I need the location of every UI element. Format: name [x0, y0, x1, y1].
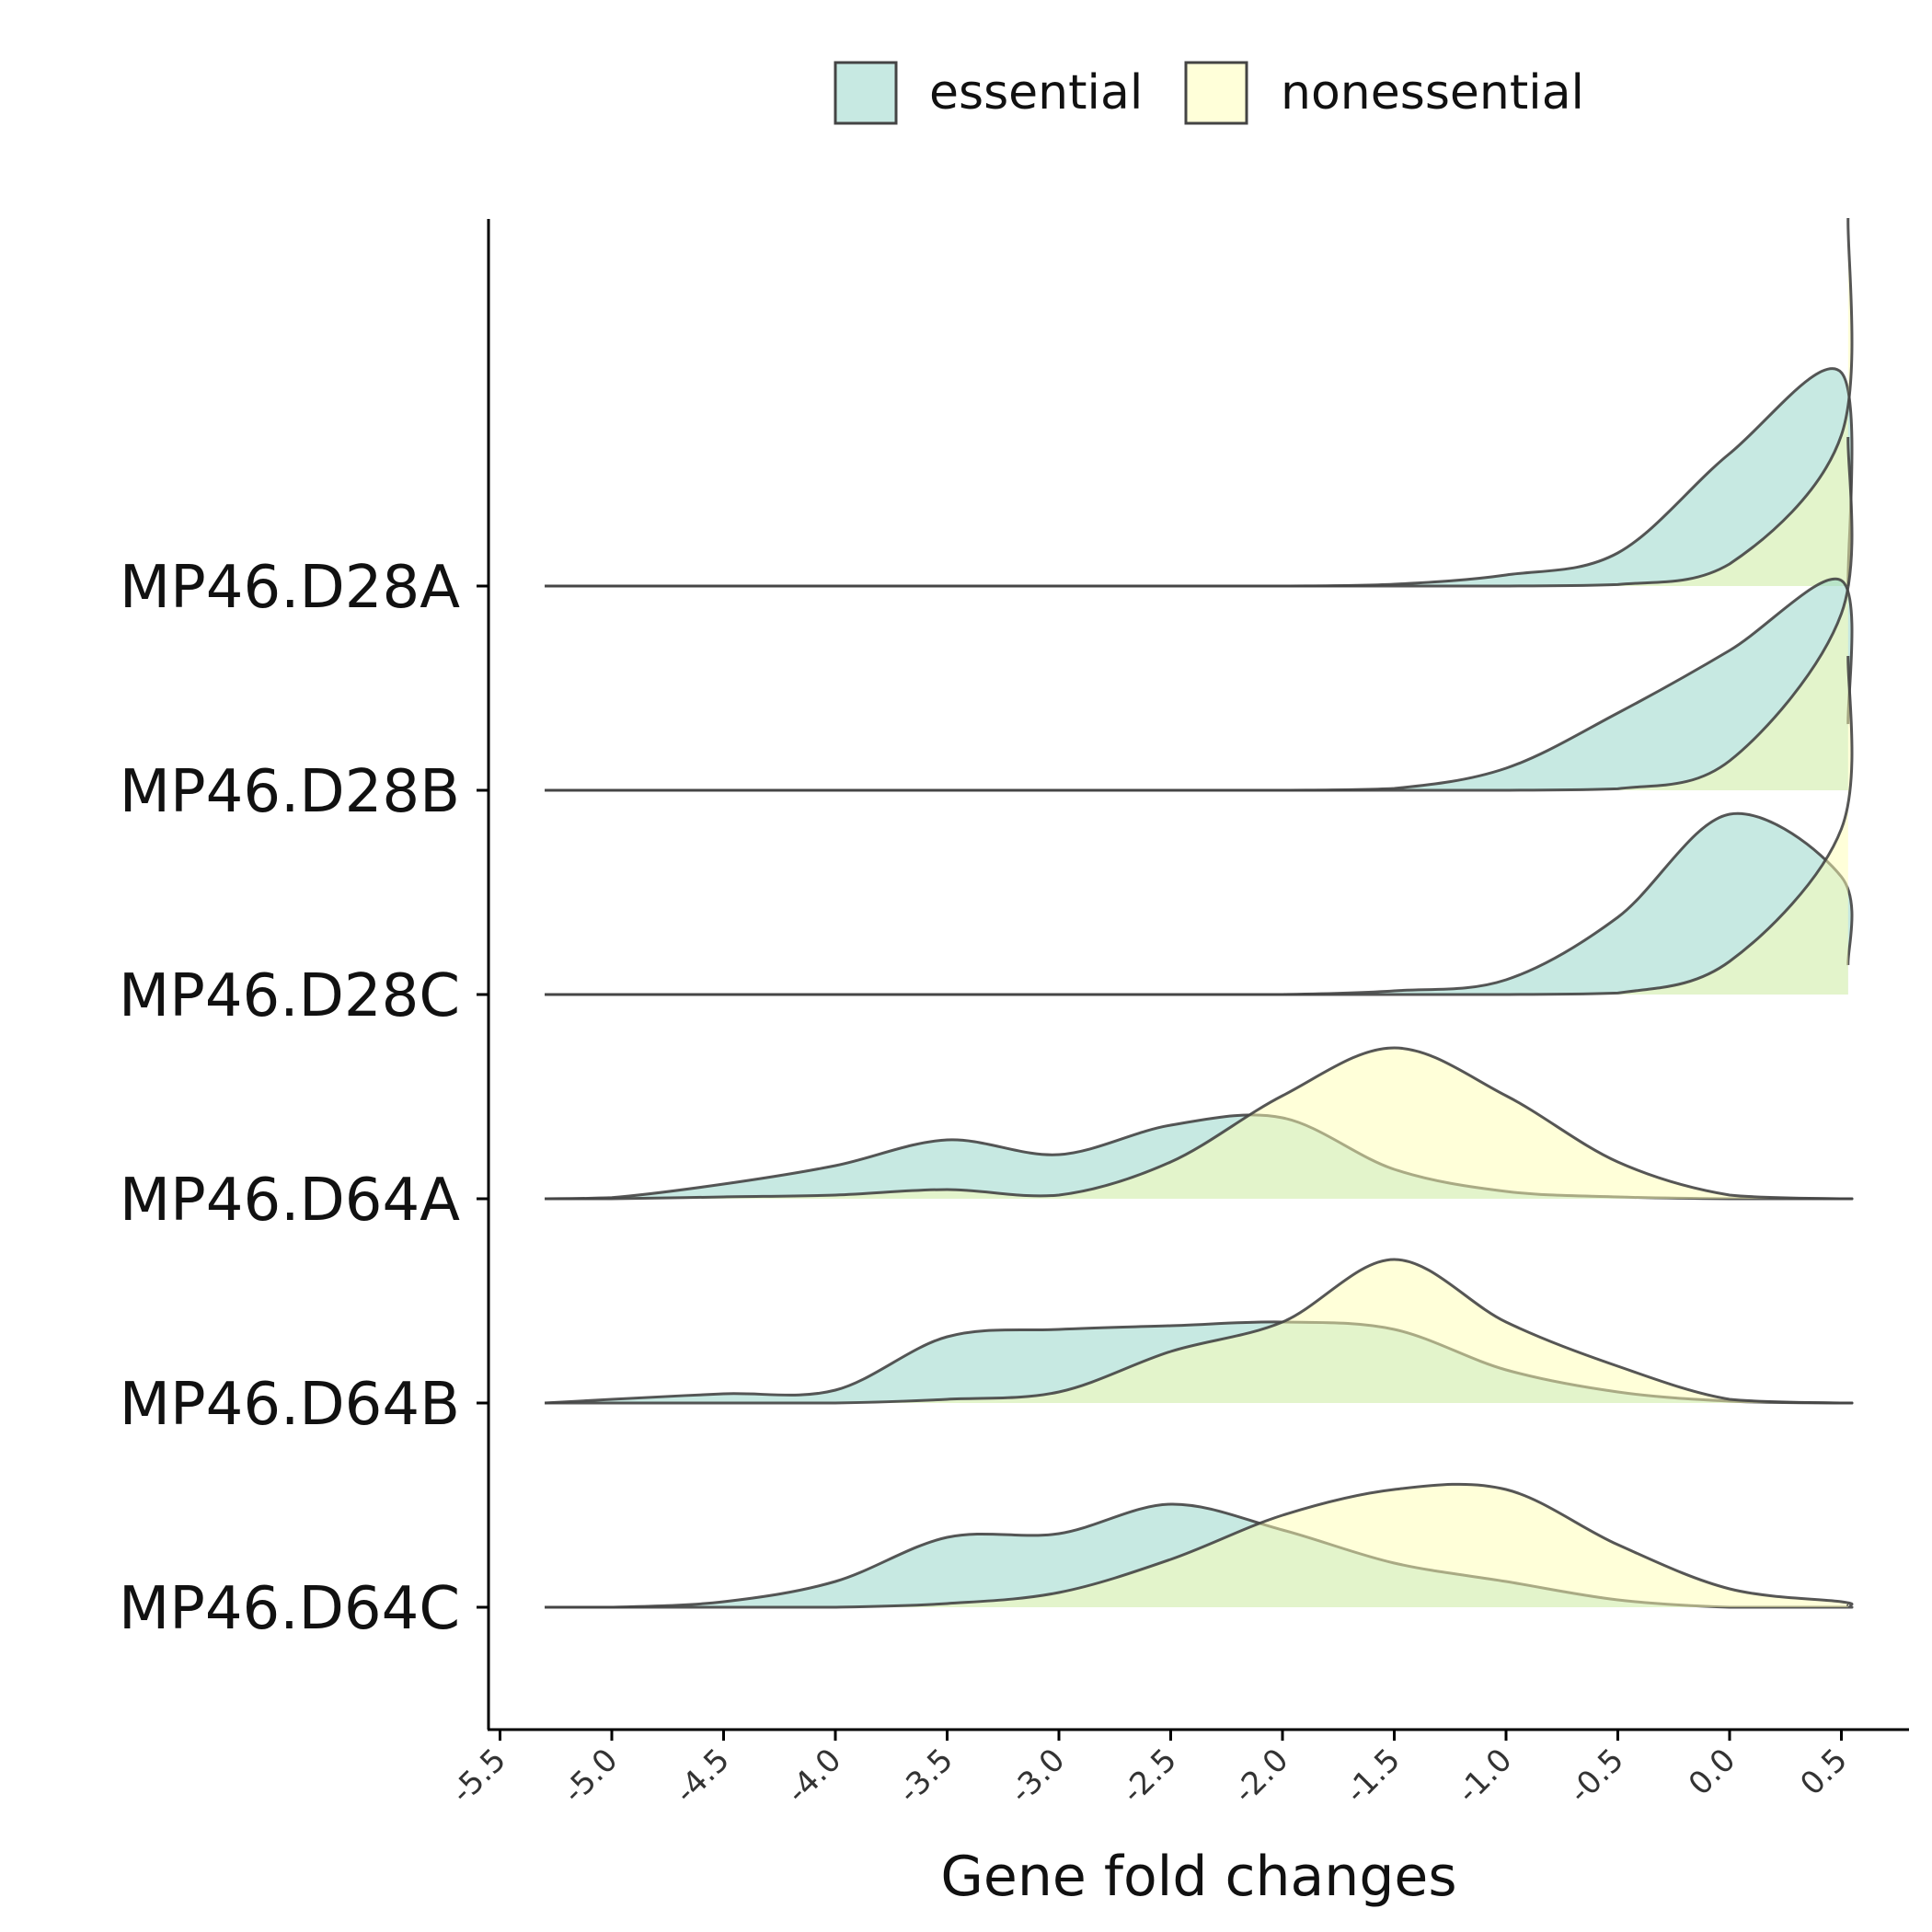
- x-tick-label: -2.0: [1226, 1742, 1295, 1811]
- legend: essential nonessential: [834, 61, 1584, 125]
- x-ticks: -5.5 -5.0 -4.5 -4.0 -3.5 -3.0 -2.5 -2.0 -1.5 -1.0…: [444, 1730, 1855, 1811]
- ridge-area-MP46.D64B-nonessential: [545, 1259, 1853, 1403]
- ridge-MP46.D64A-nonessential: [545, 1046, 1854, 1201]
- x-tick-label: -0.5: [1562, 1742, 1631, 1811]
- legend-label-essential: essential: [929, 65, 1143, 121]
- x-tick-label: -1.5: [1339, 1742, 1408, 1811]
- ridge-line-MP46.D64A-nonessential: [545, 1046, 1854, 1201]
- ridge-MP46.D28A-essential: [545, 367, 1854, 588]
- y-ticks: MP46.D28A MP46.D28B MP46.D28C MP46.D64A MP46…: [119, 554, 489, 1643]
- ridge-MP46.D28A-nonessential: [545, 217, 1854, 588]
- x-tick-label: -1.0: [1450, 1742, 1519, 1811]
- y-category-label: MP46.D64A: [120, 1167, 460, 1235]
- ridge-MP46.D28C-nonessential: [545, 655, 1854, 996]
- ridge-MP46.D64C-nonessential: [545, 1482, 1854, 1609]
- legend-swatch-essential: [834, 61, 898, 125]
- ridge-MP46.D28C-essential: [545, 811, 1854, 996]
- ridge-MP46.D64B-nonessential: [545, 1258, 1854, 1405]
- plot-area: [545, 217, 1854, 1609]
- y-category-label: MP46.D28C: [119, 962, 460, 1030]
- legend-label-nonessential: nonessential: [1281, 65, 1584, 121]
- x-tick-label: -4.0: [779, 1742, 848, 1811]
- y-category-label: MP46.D28A: [120, 554, 460, 622]
- x-axis-title: Gene fold changes: [940, 1845, 1456, 1909]
- ridge-line-MP46.D28A-nonessential: [545, 217, 1854, 588]
- x-tick-label: -5.5: [444, 1742, 513, 1811]
- ridge-area-MP46.D64C-nonessential: [545, 1484, 1853, 1607]
- x-tick-label: -3.0: [1003, 1742, 1072, 1811]
- ridge-line-MP46.D28B-nonessential: [545, 436, 1854, 792]
- y-category-label: MP46.D28B: [120, 758, 460, 826]
- ridge-MP46.D28B-nonessential: [545, 436, 1854, 792]
- y-category-label: MP46.D64B: [120, 1371, 460, 1439]
- x-tick-label: -4.5: [668, 1742, 737, 1811]
- ridge-area-MP46.D28A-essential: [545, 368, 1853, 586]
- ridge-MP46.D28B-essential: [545, 577, 1854, 792]
- x-tick-label: -3.5: [891, 1742, 960, 1811]
- ridge-line-MP46.D64B-nonessential: [545, 1258, 1854, 1405]
- y-category-label: MP46.D64C: [119, 1575, 460, 1643]
- x-tick-label: 0.0: [1682, 1742, 1743, 1803]
- ridge-area-MP46.D28B-essential: [545, 579, 1853, 790]
- x-tick-label: 0.5: [1793, 1742, 1855, 1803]
- ridge-line-MP46.D64C-nonessential: [545, 1482, 1854, 1609]
- ridge-area-MP46.D64A-nonessential: [545, 1048, 1853, 1199]
- x-tick-label: -5.0: [556, 1742, 625, 1811]
- x-tick-label: -2.5: [1115, 1742, 1184, 1811]
- ridge-line-MP46.D28C-nonessential: [545, 655, 1854, 996]
- legend-swatch-nonessential: [1184, 61, 1248, 125]
- ridge-area-MP46.D28C-essential: [545, 813, 1853, 995]
